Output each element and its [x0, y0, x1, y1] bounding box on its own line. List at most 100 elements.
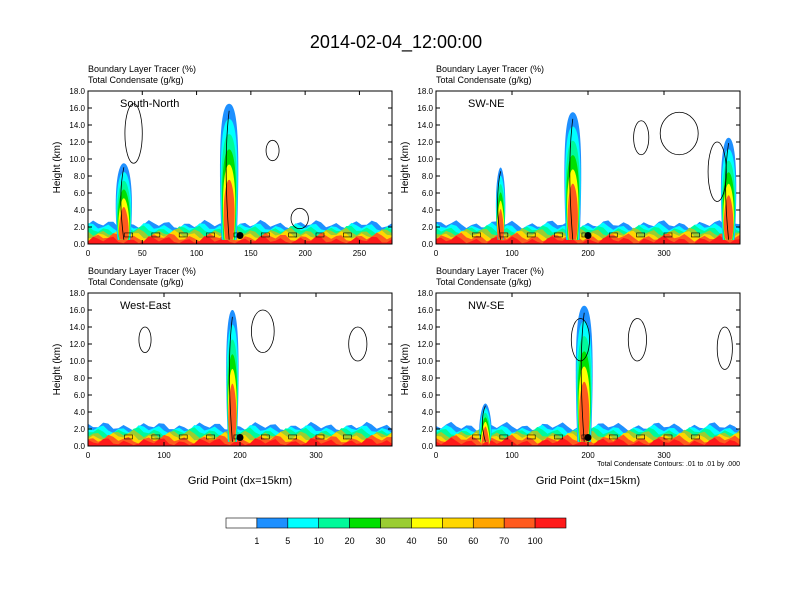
panel-subtitle-tracer: Boundary Layer Tracer (%): [88, 64, 196, 74]
y-tick-label: 14.0: [417, 121, 433, 130]
x-tick-label: 300: [657, 451, 671, 460]
condensate-contour: [260, 434, 270, 440]
condensate-contour: [315, 434, 325, 440]
condensate-contour: [120, 167, 125, 240]
plot-area: [88, 103, 392, 244]
condensate-contour: [229, 316, 233, 442]
y-tick-label: 12.0: [69, 138, 85, 147]
x-tick-label: 200: [581, 249, 595, 258]
panel-subtitle-condensate: Total Condensate (g/kg): [436, 75, 532, 85]
condensate-contour: [636, 434, 645, 440]
y-axis-label: Height (km): [52, 142, 63, 194]
y-tick-label: 4.0: [74, 408, 86, 417]
colorbar-swatch: [472, 517, 505, 529]
plume-shape: [228, 383, 237, 442]
colorbar-swatch: [503, 517, 536, 529]
y-tick-label: 14.0: [69, 121, 85, 130]
x-tick-label: 200: [233, 451, 247, 460]
condensate-contour: [627, 318, 647, 362]
contour-footnote: Total Condensate Contours: .01 to .01 by…: [597, 461, 740, 468]
y-tick-label: 14.0: [69, 323, 85, 332]
colorbar-label: 50: [437, 536, 447, 546]
condensate-contour: [260, 232, 270, 238]
x-tick-label: 0: [86, 249, 91, 258]
condensate-contour: [499, 232, 509, 238]
condensate-contour: [472, 232, 481, 238]
y-tick-label: 0.0: [74, 240, 86, 249]
tracer-layer: [88, 236, 392, 244]
x-tick-label: 300: [309, 451, 323, 460]
colorbar-swatch: [411, 517, 443, 529]
condensate-contour: [290, 207, 309, 230]
colorbar-swatch: [225, 517, 258, 529]
y-tick-label: 10.0: [69, 155, 85, 164]
location-marker: [236, 232, 244, 239]
condensate-contour: [663, 434, 673, 440]
y-tick-label: 8.0: [74, 172, 86, 181]
y-tick-label: 10.0: [417, 155, 433, 164]
condensate-contour: [343, 434, 352, 440]
colorbar-swatch: [534, 517, 567, 529]
condensate-contour: [138, 326, 152, 353]
x-tick-label: 0: [86, 451, 91, 460]
y-tick-label: 6.0: [422, 391, 434, 400]
panel-nw-se: 0.0 2.0 4.0 6.0 8.0 10.0 12.0 14.0 16.0 18.0 0 100 2…: [400, 266, 741, 487]
y-tick-label: 14.0: [417, 323, 433, 332]
y-tick-label: 6.0: [422, 189, 434, 198]
panel-subtitle-condensate: Total Condensate (g/kg): [436, 277, 532, 287]
colorbar-label: 5: [285, 536, 290, 546]
y-tick-label: 16.0: [417, 306, 433, 315]
y-tick-label: 4.0: [422, 408, 434, 417]
y-axis-label: Height (km): [400, 142, 411, 194]
condensate-contour: [288, 232, 297, 238]
x-tick-label: 0: [434, 249, 439, 258]
plume-shape: [481, 426, 490, 446]
condensate-contour: [526, 434, 536, 440]
condensate-contour: [482, 405, 486, 442]
colorbar-label: 100: [528, 536, 543, 546]
condensate-contour: [691, 434, 700, 440]
condensate-contour: [178, 232, 188, 238]
x-axis-label: Grid Point (dx=15km): [536, 475, 640, 487]
colorbar-label: 10: [314, 536, 324, 546]
condensate-contour: [288, 434, 297, 440]
condensate-contour: [348, 326, 368, 362]
colorbar-label: 40: [406, 536, 416, 546]
condensate-contour: [472, 434, 481, 440]
y-tick-label: 2.0: [422, 425, 434, 434]
panel-subtitle-tracer: Boundary Layer Tracer (%): [436, 64, 544, 74]
condensate-contour: [124, 232, 133, 238]
y-tick-label: 8.0: [422, 374, 434, 383]
y-tick-label: 12.0: [417, 340, 433, 349]
condensate-contour: [225, 110, 230, 240]
condensate-contour: [206, 434, 215, 440]
condensate-contour: [707, 141, 727, 202]
condensate-contour: [315, 232, 325, 238]
condensate-contour: [124, 103, 143, 164]
y-tick-label: 4.0: [74, 206, 86, 215]
location-marker: [236, 434, 244, 441]
condensate-contour: [265, 139, 280, 162]
panel-label: SW-NE: [468, 98, 504, 110]
y-tick-label: 18.0: [417, 289, 433, 298]
plot-frame: [435, 90, 741, 245]
y-tick-label: 16.0: [69, 104, 85, 113]
y-tick-label: 10.0: [69, 357, 85, 366]
y-tick-label: 18.0: [417, 87, 433, 96]
plot-frame: [87, 90, 393, 245]
x-axis-label: Grid Point (dx=15km): [188, 475, 292, 487]
colorbar-swatch: [287, 517, 320, 529]
x-tick-label: 150: [244, 249, 258, 258]
colorbar-label: 20: [345, 536, 355, 546]
condensate-contour: [569, 118, 574, 240]
y-tick-label: 2.0: [74, 425, 86, 434]
y-tick-label: 0.0: [422, 240, 434, 249]
panel-subtitle-condensate: Total Condensate (g/kg): [88, 75, 184, 85]
y-tick-label: 2.0: [74, 223, 86, 232]
plume-shape: [497, 208, 504, 240]
y-axis-label: Height (km): [400, 344, 411, 396]
y-tick-label: 8.0: [74, 374, 86, 383]
condensate-contour: [151, 434, 161, 440]
condensate-contour: [151, 232, 161, 238]
